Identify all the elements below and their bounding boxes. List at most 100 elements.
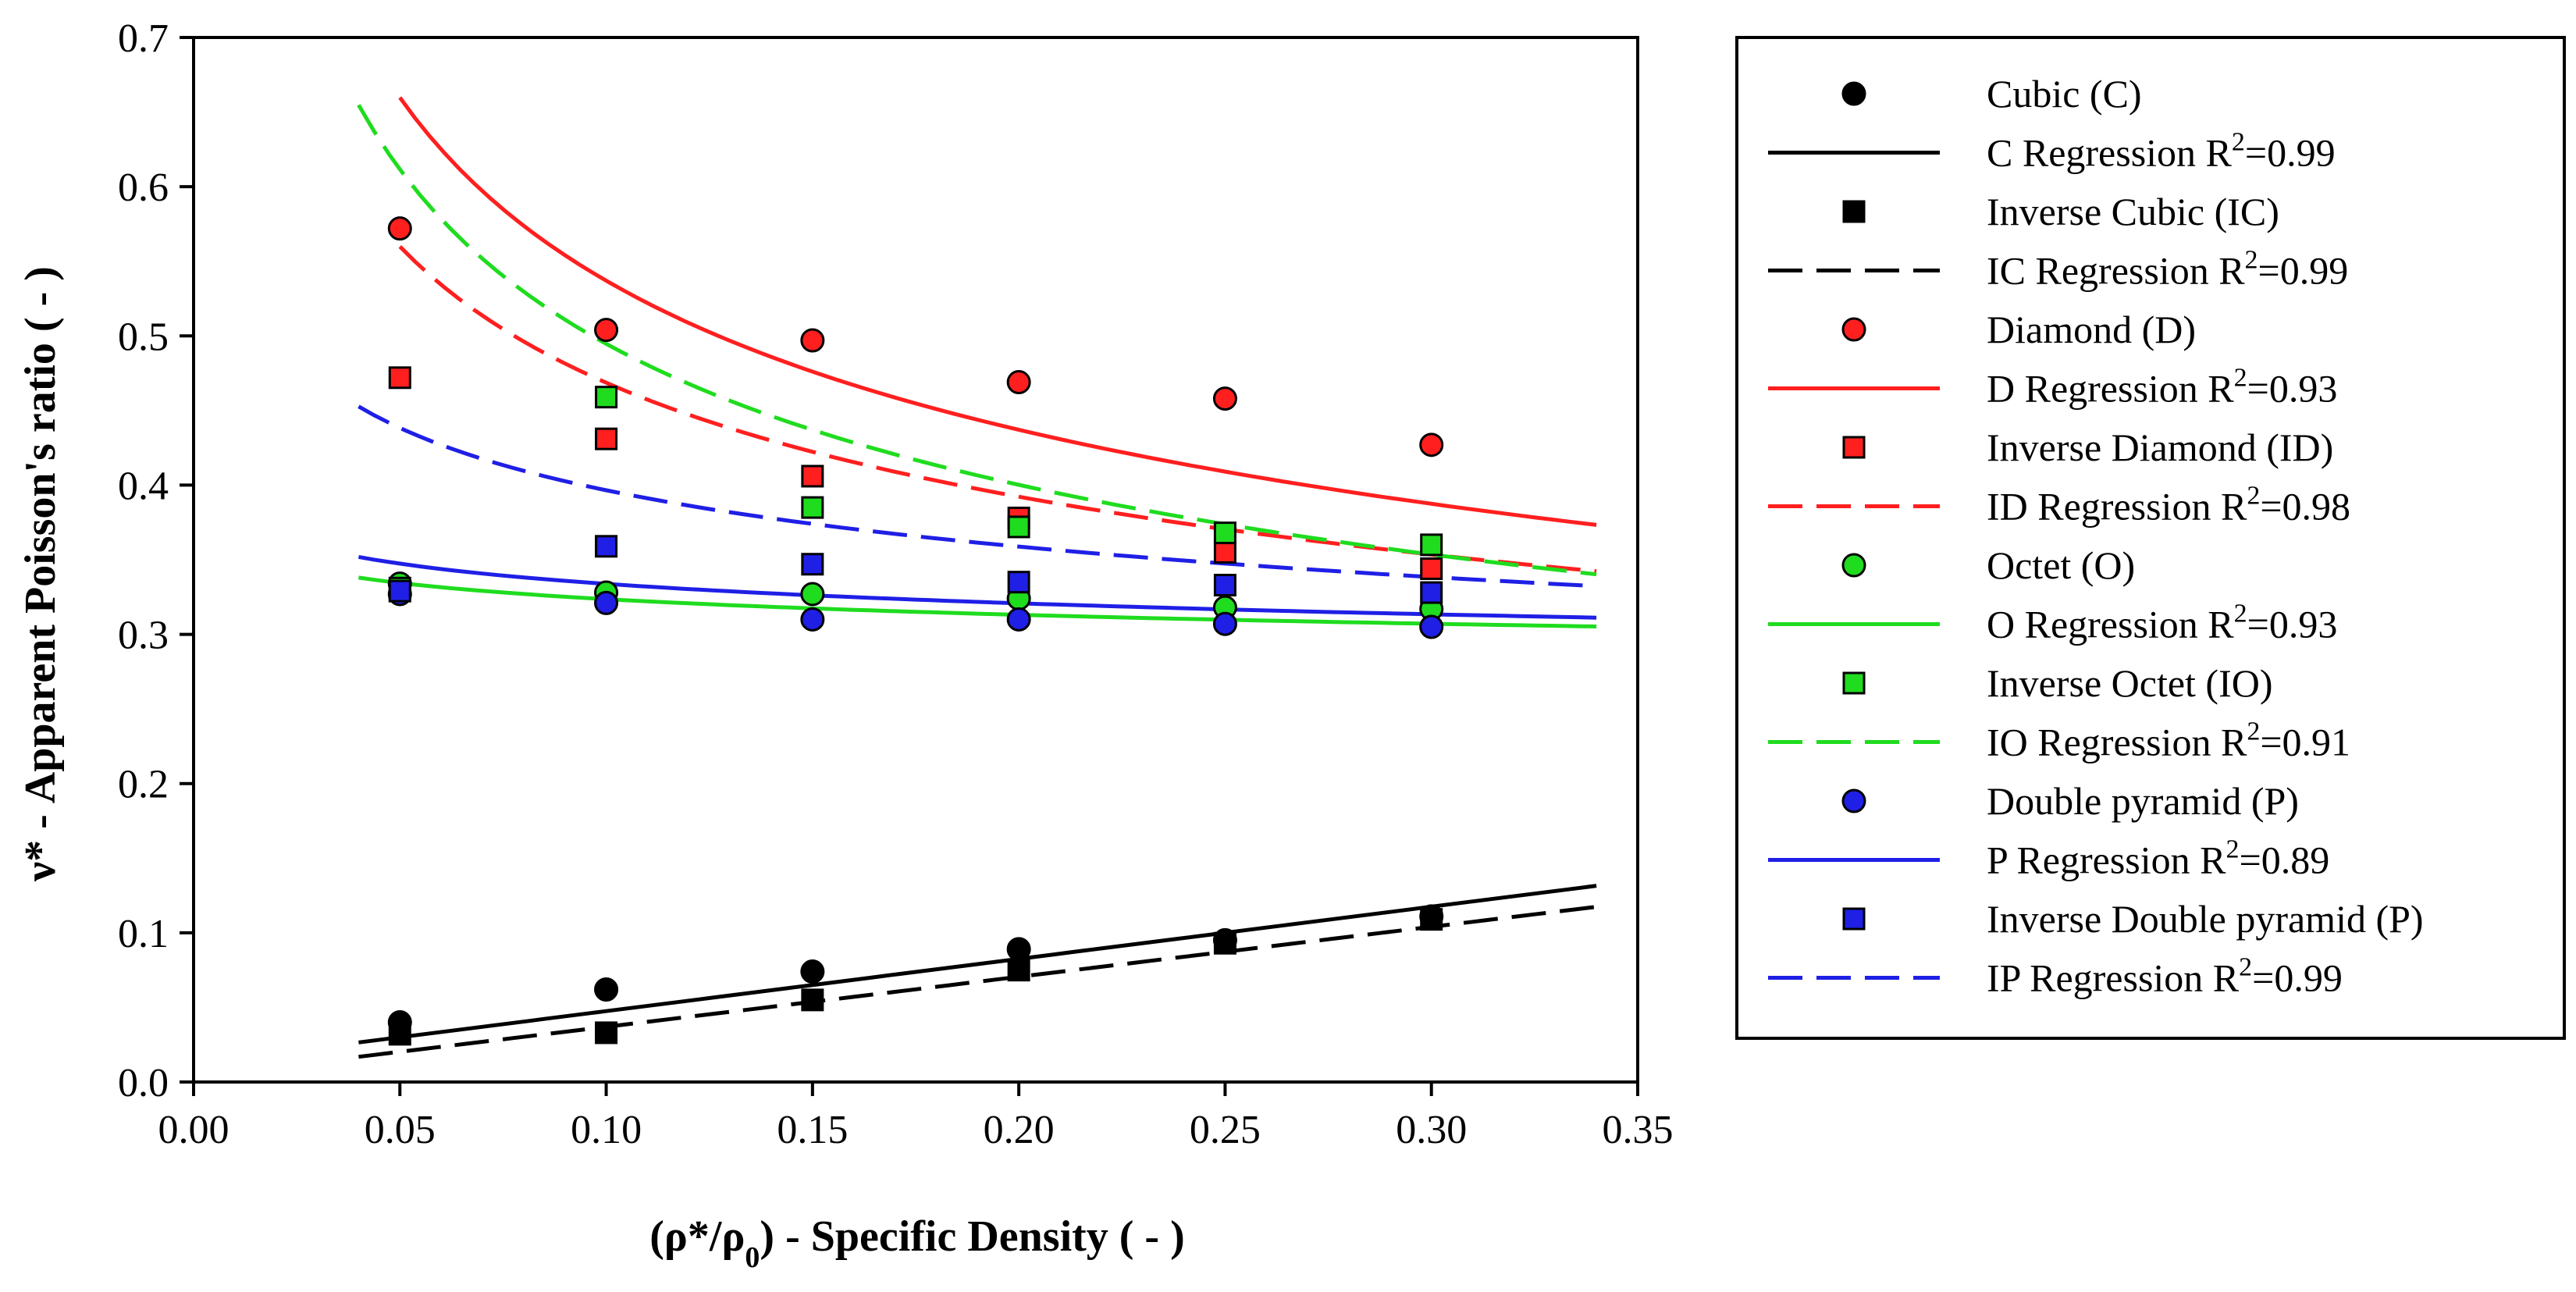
data-point-c <box>594 977 619 1002</box>
legend-regression-superscript: 2 <box>2234 364 2247 393</box>
legend-regression-superscript: 2 <box>2232 128 2245 157</box>
legend-regression-text: IC Regression R <box>1987 249 2245 293</box>
legend-label-ip: Inverse Double pyramid (P) <box>1987 897 2424 941</box>
legend-regression-r2: =0.99 <box>2252 956 2343 1000</box>
legend-regression-text: IO Regression R <box>1987 721 2247 764</box>
data-point-p <box>1419 614 1444 639</box>
data-point-id <box>1420 557 1443 580</box>
data-point-p <box>594 590 619 615</box>
x-axis-title: (ρ*/ρ0) - Specific Density ( - ) <box>649 1212 1184 1274</box>
y-tick-label: 0.1 <box>118 912 169 956</box>
regression-line-c <box>358 884 1597 1045</box>
legend-regression-r2: =0.91 <box>2260 721 2350 764</box>
x-tick-label: 0.15 <box>777 1108 848 1152</box>
data-point-d <box>800 328 825 353</box>
legend-label-ic-regression: IC Regression R2=0.99 <box>1987 246 2348 293</box>
data-point-d <box>1006 370 1031 395</box>
legend-symbol-o <box>1841 553 1866 578</box>
data-point-d <box>594 318 619 343</box>
legend-regression-superscript: 2 <box>2247 717 2260 746</box>
legend-label-id: Inverse Diamond (ID) <box>1987 425 2333 469</box>
legend-label-ic: Inverse Cubic (IC) <box>1987 190 2279 233</box>
legend-regression-text: O Regression R <box>1987 603 2234 646</box>
data-point-id <box>801 464 824 488</box>
regression-line-o <box>358 575 1597 628</box>
regression-line-p <box>358 554 1597 620</box>
legend-symbol-p <box>1841 788 1866 813</box>
legend-regression-r2: =0.99 <box>2258 249 2349 293</box>
data-point-io <box>1007 515 1030 539</box>
x-tick-label: 0.00 <box>158 1108 229 1152</box>
x-axis-title-main: (ρ*/ρ <box>649 1212 745 1261</box>
x-tick-label: 0.20 <box>984 1108 1055 1152</box>
legend-regression-superscript: 2 <box>2239 953 2252 982</box>
axes-layer: 0.00 0.05 0.10 0.15 0.20 0.25 0.30 0.35 0.0 0.1 0.… <box>118 16 1674 1152</box>
data-point-io <box>1213 521 1236 545</box>
regression-line-d <box>398 96 1597 527</box>
data-point-p <box>1006 607 1031 632</box>
legend-label-io: Inverse Octet (IO) <box>1987 661 2272 705</box>
y-axis-title: ν* - Apparent Poisson's ratio ( - ) <box>16 266 65 882</box>
legend-regression-text: P Regression R <box>1987 838 2226 882</box>
y-tick-label: 0.4 <box>118 464 169 508</box>
legend-label-id-regression: ID Regression R2=0.98 <box>1987 482 2350 529</box>
legend-symbol-ic <box>1842 200 1866 223</box>
regression-line-id <box>398 245 1597 574</box>
data-point-ic <box>1007 959 1030 982</box>
legend-regression-text: ID Regression R <box>1987 485 2247 529</box>
legend-symbol-ip <box>1842 907 1866 931</box>
regression-line-io <box>357 104 1597 577</box>
legend-regression-r2: =0.89 <box>2240 838 2330 882</box>
data-point-c <box>800 959 825 984</box>
legend-regression-r2: =0.93 <box>2247 603 2338 646</box>
legend-regression-r2: =0.93 <box>2247 367 2338 411</box>
legend-label-o-regression: O Regression R2=0.93 <box>1987 600 2337 646</box>
data-point-ip <box>1213 573 1236 596</box>
x-tick-label: 0.10 <box>571 1108 642 1152</box>
data-point-ip <box>388 579 411 603</box>
y-tick-label: 0.6 <box>118 166 169 210</box>
legend-regression-superscript: 2 <box>2245 246 2258 275</box>
data-point-p <box>800 607 825 632</box>
legend-regression-text: IP Regression R <box>1987 956 2240 1000</box>
data-point-io <box>595 386 618 409</box>
legend-label-c: Cubic (C) <box>1987 72 2142 116</box>
data-point-ic <box>388 1023 411 1046</box>
x-tick-label: 0.05 <box>365 1108 436 1152</box>
y-tick-label: 0.5 <box>118 315 169 359</box>
y-tick-label: 0.3 <box>118 614 169 658</box>
x-axis-title-tail: ) - Specific Density ( - ) <box>760 1212 1184 1261</box>
data-point-ip <box>1420 581 1443 604</box>
legend-symbol-id <box>1842 436 1866 459</box>
data-point-ic <box>801 988 824 1012</box>
legend-regression-r2: =0.99 <box>2245 131 2336 175</box>
data-point-ip <box>595 535 618 558</box>
data-point-ip <box>801 553 824 576</box>
legend-regression-superscript: 2 <box>2247 482 2260 511</box>
x-tick-label: 0.30 <box>1396 1108 1467 1152</box>
legend-symbol-d <box>1841 317 1866 342</box>
data-point-p <box>1212 611 1237 636</box>
legend-symbol-c <box>1841 81 1866 106</box>
y-tick-label: 0.7 <box>118 16 169 61</box>
data-point-o <box>800 582 825 607</box>
data-point-ic <box>1420 908 1443 931</box>
legend-regression-superscript: 2 <box>2234 600 2247 628</box>
legend-regression-text: D Regression R <box>1987 367 2234 411</box>
data-point-c <box>1006 937 1031 962</box>
data-point-ic <box>1213 931 1236 955</box>
data-point-io <box>1420 533 1443 557</box>
data-point-d <box>1212 386 1237 411</box>
data-point-d <box>1419 432 1444 457</box>
data-point-ip <box>1007 571 1030 594</box>
legend-label-p-regression: P Regression R2=0.89 <box>1987 835 2329 882</box>
data-point-ic <box>595 1021 618 1045</box>
x-axis-title-subscript: 0 <box>745 1241 760 1274</box>
data-point-id <box>1213 540 1236 564</box>
y-tick-label: 0.2 <box>118 763 169 807</box>
legend-label-o: Octet (O) <box>1987 543 2135 587</box>
data-point-io <box>801 496 824 519</box>
